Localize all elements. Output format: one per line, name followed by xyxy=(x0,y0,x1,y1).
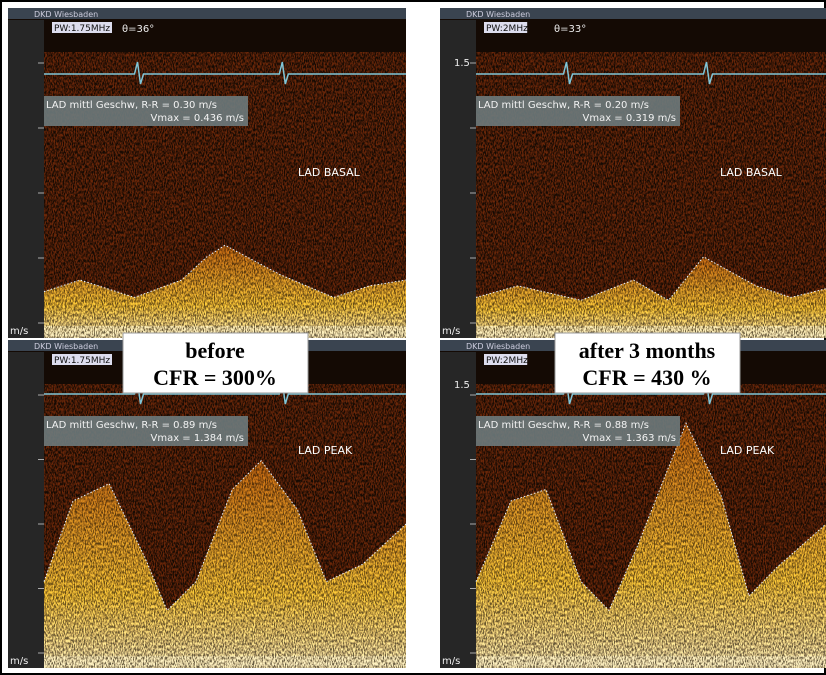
result-line2: CFR = 300% xyxy=(153,365,277,390)
unit-label: m/s xyxy=(10,326,28,337)
doppler-panel: DKD Wiesbaden PW:2MHz θ=33° 1.5 LAD mittl Ge… xyxy=(440,8,826,338)
vmax-text: Vmax = 0.319 m/s xyxy=(583,113,677,124)
header-text: DKD Wiesbaden xyxy=(466,10,530,19)
measure-text: LAD mittl Geschw, R-R = 0.88 m/s xyxy=(478,420,649,431)
unit-label: m/s xyxy=(442,326,460,337)
probe-text: PW:2MHz xyxy=(486,356,528,366)
scale-strip xyxy=(8,352,44,668)
unit-label: m/s xyxy=(10,656,28,667)
site-label: LAD BASAL xyxy=(720,166,783,179)
baseline-glow xyxy=(44,656,406,666)
vmax-text: Vmax = 1.363 m/s xyxy=(583,433,677,444)
site-label: LAD PEAK xyxy=(298,444,353,457)
result-line1: after 3 months xyxy=(579,338,716,363)
scale-label: 1.5 xyxy=(454,58,470,69)
site-label: LAD BASAL xyxy=(298,166,361,179)
header-text: DKD Wiesbaden xyxy=(466,342,530,351)
scale-strip xyxy=(8,20,44,338)
header-text: DKD Wiesbaden xyxy=(34,10,98,19)
baseline-glow xyxy=(476,656,826,666)
vmax-text: Vmax = 0.436 m/s xyxy=(151,113,245,124)
result-line2: CFR = 430 % xyxy=(582,365,711,390)
measure-text: LAD mittl Geschw, R-R = 0.89 m/s xyxy=(46,420,217,431)
measure-text: LAD mittl Geschw, R-R = 0.20 m/s xyxy=(478,100,649,111)
page: DKD Wiesbaden PW:1.75MHz θ=36° LAD mittl Ge… xyxy=(0,0,826,675)
probe-text: PW:2MHz xyxy=(486,24,528,34)
vmax-text: Vmax = 1.384 m/s xyxy=(151,433,245,444)
angle-text: θ=33° xyxy=(554,24,586,35)
probe-text: PW:1.75MHz xyxy=(54,24,110,34)
header-text: DKD Wiesbaden xyxy=(34,342,98,351)
angle-text: θ=36° xyxy=(122,24,154,35)
result-line1: before xyxy=(185,338,245,363)
figure: DKD Wiesbaden PW:1.75MHz θ=36° LAD mittl Ge… xyxy=(0,0,826,675)
doppler-panel: DKD Wiesbaden PW:1.75MHz θ=36° LAD mittl Ge… xyxy=(8,8,406,338)
site-label: LAD PEAK xyxy=(720,444,775,457)
scale-strip xyxy=(440,352,476,668)
probe-text: PW:1.75MHz xyxy=(54,356,110,366)
measure-text: LAD mittl Geschw, R-R = 0.30 m/s xyxy=(46,100,217,111)
unit-label: m/s xyxy=(442,656,460,667)
scale-label: 1.5 xyxy=(454,380,470,391)
